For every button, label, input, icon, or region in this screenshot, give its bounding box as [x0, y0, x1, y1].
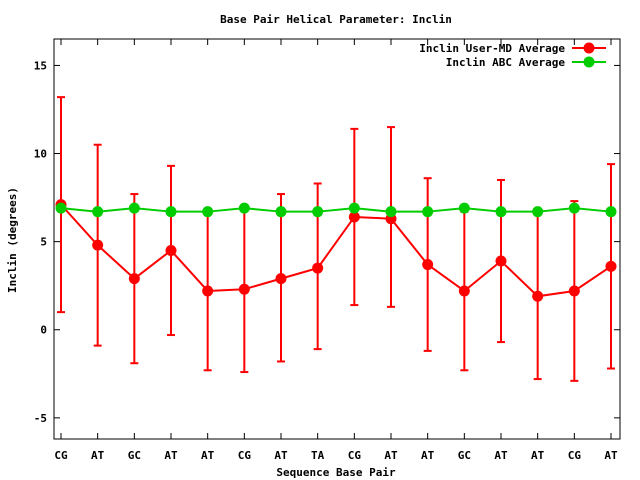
x-tick-label: AT [494, 449, 508, 462]
data-point-abc [605, 206, 617, 218]
data-point-abc [238, 202, 250, 214]
data-point-abc [532, 206, 544, 218]
y-tick-label: 15 [34, 59, 47, 72]
series-user-md [55, 96, 617, 382]
data-point-user-md [422, 259, 434, 271]
x-tick-label: CG [238, 449, 252, 462]
data-point-user-md [495, 255, 507, 267]
data-point-user-md [312, 262, 324, 274]
data-point-user-md [605, 260, 617, 272]
x-tick-label: CG [54, 449, 68, 462]
data-point-abc [458, 202, 470, 214]
series-abc [55, 202, 617, 218]
data-point-abc [568, 202, 580, 214]
legend-marker-abc [583, 56, 595, 68]
y-tick-label: 10 [34, 148, 47, 161]
legend-label-abc: Inclin ABC Average [446, 56, 566, 69]
data-point-abc [385, 206, 397, 218]
x-tick-label: TA [311, 449, 325, 462]
x-axis: CG AT GC AT AT CG AT TA CG AT AT GC AT AT CG AT [54, 39, 618, 462]
chart-title: Base Pair Helical Parameter: Inclin [220, 13, 452, 26]
y-tick-label: 0 [40, 324, 47, 337]
legend: Inclin User-MD Average Inclin ABC Averag… [419, 42, 606, 69]
data-point-user-md [128, 273, 140, 285]
plot-frame [53, 38, 621, 440]
data-point-abc [422, 206, 434, 218]
series-user-md-line [60, 203, 612, 298]
data-point-abc [202, 206, 214, 218]
data-point-abc [92, 206, 104, 218]
data-point-user-md [568, 285, 580, 297]
data-point-abc [55, 202, 67, 214]
data-point-user-md [202, 285, 214, 297]
y-axis-label: Inclin (degrees) [6, 187, 19, 293]
x-tick-label: AT [91, 449, 105, 462]
data-point-user-md [238, 283, 250, 295]
y-tick-label: 5 [40, 236, 47, 249]
data-point-user-md [92, 239, 104, 251]
data-point-abc [275, 206, 287, 218]
x-tick-label: AT [201, 449, 215, 462]
y-tick-label: -5 [34, 412, 47, 425]
data-point-user-md [275, 273, 287, 285]
legend-marker-user-md [583, 42, 595, 54]
data-point-abc [128, 202, 140, 214]
series-abc-line [60, 207, 612, 213]
x-tick-label: AT [421, 449, 435, 462]
x-tick-label: AT [604, 449, 618, 462]
x-tick-label: AT [164, 449, 178, 462]
x-tick-label: CG [348, 449, 362, 462]
x-tick-label: GC [128, 449, 141, 462]
x-tick-label: AT [531, 449, 545, 462]
data-point-user-md [165, 244, 177, 256]
data-point-abc [312, 206, 324, 218]
data-point-abc [495, 206, 507, 218]
data-point-abc [165, 206, 177, 218]
y-axis: -5 0 5 10 15 [34, 59, 620, 425]
x-tick-label: AT [274, 449, 288, 462]
x-tick-label: CG [568, 449, 582, 462]
data-point-user-md [532, 290, 544, 302]
data-point-user-md [348, 211, 360, 223]
data-point-user-md [458, 285, 470, 297]
x-tick-label: AT [384, 449, 398, 462]
x-axis-label: Sequence Base Pair [276, 466, 396, 479]
x-tick-label: GC [458, 449, 471, 462]
legend-label-user-md: Inclin User-MD Average [419, 42, 565, 55]
data-point-abc [348, 202, 360, 214]
